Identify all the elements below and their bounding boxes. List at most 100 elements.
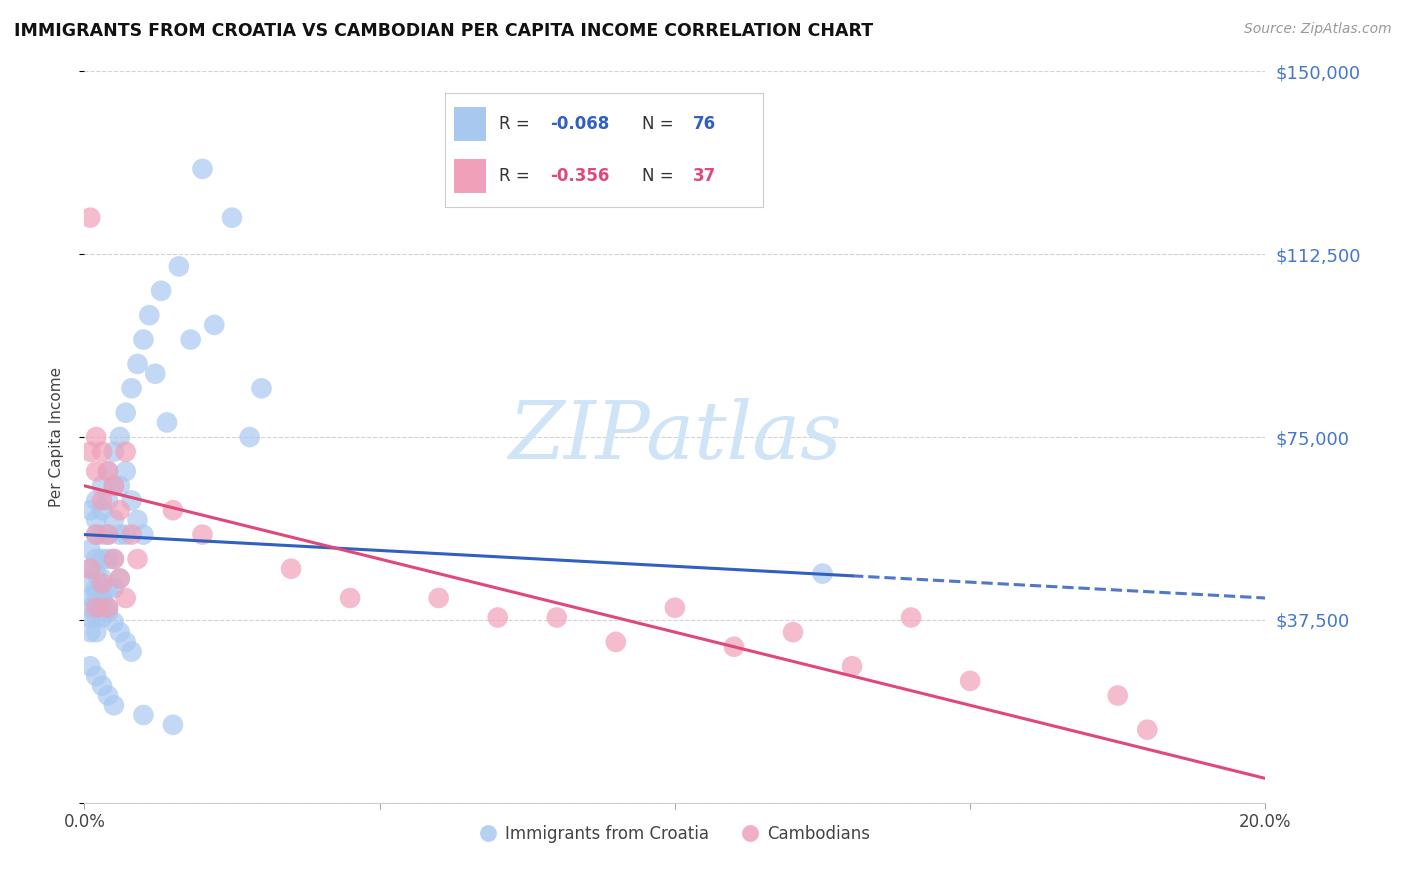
Point: [900, 610, 922, 624]
Point: [79, 562, 101, 576]
Text: Source: ZipAtlas.com: Source: ZipAtlas.com: [1244, 22, 1392, 37]
Point: [97, 527, 120, 541]
Point: [138, 308, 160, 322]
Point: [97, 493, 120, 508]
Point: [114, 444, 136, 458]
Point: [108, 527, 131, 541]
Point: [162, 718, 184, 732]
Point: [221, 211, 243, 225]
Point: [103, 513, 125, 527]
Point: [84, 566, 107, 581]
Point: [723, 640, 745, 654]
Point: [91, 479, 114, 493]
Point: [97, 689, 120, 703]
Legend: Immigrants from Croatia, Cambodians: Immigrants from Croatia, Cambodians: [472, 818, 877, 849]
Point: [84, 464, 107, 478]
Point: [959, 673, 981, 688]
Point: [97, 464, 120, 478]
Point: [79, 659, 101, 673]
Point: [191, 527, 214, 541]
Point: [79, 542, 101, 557]
Point: [91, 591, 114, 605]
Point: [84, 586, 107, 600]
Point: [84, 600, 107, 615]
Point: [97, 581, 120, 595]
Point: [103, 479, 125, 493]
Point: [103, 581, 125, 595]
Point: [162, 503, 184, 517]
Point: [280, 562, 302, 576]
Point: [79, 444, 101, 458]
Point: [84, 430, 107, 444]
Point: [91, 493, 114, 508]
Point: [91, 596, 114, 610]
Point: [91, 503, 114, 517]
Point: [841, 659, 863, 673]
Point: [79, 591, 101, 605]
Text: IMMIGRANTS FROM CROATIA VS CAMBODIAN PER CAPITA INCOME CORRELATION CHART: IMMIGRANTS FROM CROATIA VS CAMBODIAN PER…: [14, 22, 873, 40]
Point: [108, 479, 131, 493]
Point: [97, 606, 120, 620]
Point: [84, 513, 107, 527]
Point: [202, 318, 225, 332]
Point: [108, 572, 131, 586]
Point: [79, 600, 101, 615]
Point: [91, 527, 114, 541]
Point: [339, 591, 361, 605]
Point: [486, 610, 509, 624]
Point: [1136, 723, 1159, 737]
Point: [664, 600, 686, 615]
Point: [167, 260, 190, 274]
Point: [103, 444, 125, 458]
Point: [114, 635, 136, 649]
Point: [84, 493, 107, 508]
Point: [84, 581, 107, 595]
Point: [84, 527, 107, 541]
Point: [191, 161, 214, 176]
Point: [84, 625, 107, 640]
Point: [97, 600, 120, 615]
Point: [91, 679, 114, 693]
Text: ZIPatlas: ZIPatlas: [508, 399, 842, 475]
Point: [114, 591, 136, 605]
Point: [114, 406, 136, 420]
Point: [132, 527, 155, 541]
Point: [97, 552, 120, 566]
Point: [150, 284, 173, 298]
Point: [79, 610, 101, 624]
Point: [91, 610, 114, 624]
Point: [79, 625, 101, 640]
Point: [84, 596, 107, 610]
Point: [121, 527, 143, 541]
Y-axis label: Per Capita Income: Per Capita Income: [49, 367, 63, 508]
Point: [1107, 689, 1129, 703]
Point: [97, 527, 120, 541]
Point: [91, 572, 114, 586]
Point: [103, 552, 125, 566]
Point: [121, 645, 143, 659]
Point: [84, 552, 107, 566]
Point: [103, 615, 125, 630]
Point: [79, 576, 101, 591]
Point: [114, 464, 136, 478]
Point: [79, 562, 101, 576]
Point: [114, 527, 136, 541]
Point: [79, 211, 101, 225]
Point: [127, 357, 149, 371]
Point: [605, 635, 627, 649]
Point: [103, 698, 125, 713]
Point: [143, 367, 166, 381]
Point: [250, 381, 273, 395]
Point: [127, 552, 149, 566]
Point: [427, 591, 450, 605]
Point: [103, 479, 125, 493]
Point: [108, 625, 131, 640]
Point: [84, 669, 107, 683]
Point: [811, 566, 834, 581]
Point: [108, 572, 131, 586]
Point: [782, 625, 804, 640]
Point: [103, 552, 125, 566]
Point: [132, 708, 155, 723]
Point: [127, 513, 149, 527]
Point: [91, 552, 114, 566]
